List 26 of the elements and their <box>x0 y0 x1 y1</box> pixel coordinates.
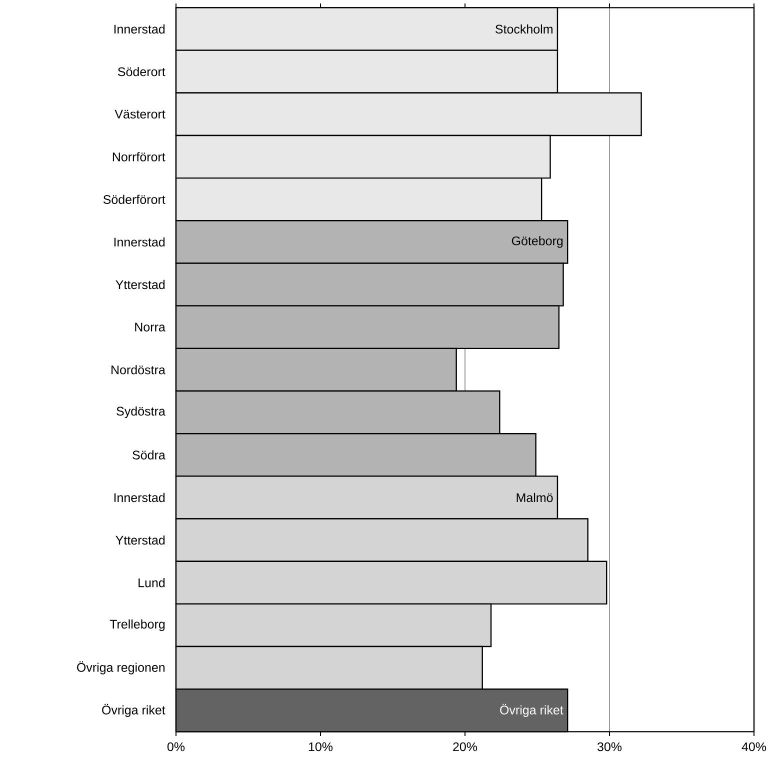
y-tick-label: Söderort <box>118 66 166 76</box>
y-tick-label: Ytterstad <box>116 280 165 290</box>
y-tick-label: Södra <box>132 450 166 460</box>
y-tick-label: Innerstad <box>114 492 165 502</box>
y-tick-label: Sydöstra <box>116 406 166 418</box>
y-tick-label: Norra <box>135 322 166 332</box>
y-tick-label: Övriga regionen <box>77 661 165 674</box>
y-tick-label: Västerort <box>114 110 166 119</box>
y-tick-label: Övriga riket <box>102 704 166 717</box>
x-tick-label: 30% <box>597 742 622 752</box>
y-tick-label: Lund <box>138 578 165 588</box>
y-tick-label: Nordöstra <box>112 365 166 374</box>
y-tick-label: Innerstad <box>114 237 165 247</box>
series-label: Stockholm <box>495 24 552 34</box>
y-tick-label: Innerstad <box>114 24 165 34</box>
y-tick-label: Norrförort <box>112 152 166 162</box>
x-tick-label: 10% <box>308 742 333 752</box>
x-tick-label: 20% <box>453 742 478 752</box>
x-tick-label: 40% <box>742 742 766 752</box>
series-label: Övriga riket <box>500 704 564 717</box>
series-label: Malmö <box>516 492 553 502</box>
y-tick-label: Trelleborg <box>110 619 165 632</box>
series-label: Göteborg <box>512 236 563 248</box>
x-tick-label: 0% <box>167 742 185 752</box>
y-tick-label: Söderförort <box>103 194 166 204</box>
y-tick-label: Ytterstad <box>116 535 165 545</box>
